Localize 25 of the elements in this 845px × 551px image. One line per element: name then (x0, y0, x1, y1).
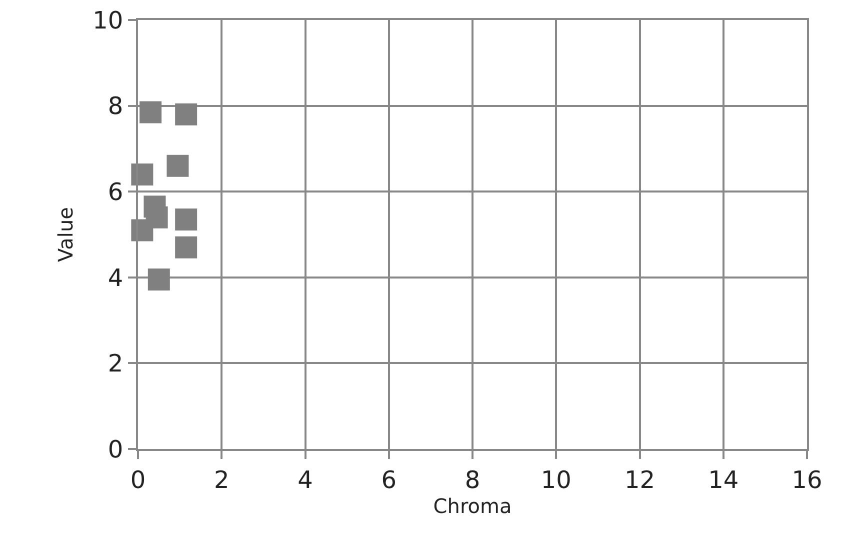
x-tick-label: 16 (792, 466, 822, 494)
x-tick-label: 2 (214, 466, 230, 494)
point (131, 219, 154, 242)
x-tick-label: 8 (464, 466, 480, 494)
x-tick-label: 0 (130, 466, 146, 494)
point (175, 208, 198, 230)
point (131, 163, 154, 186)
point (175, 236, 198, 258)
y-tick-label: 6 (108, 178, 124, 206)
x-tick-label: 14 (708, 466, 739, 494)
y-axis-title: Value (54, 207, 78, 262)
x-tick-label: 4 (298, 466, 313, 494)
x-tick-label: 12 (624, 466, 656, 494)
y-tick-label: 4 (108, 264, 124, 292)
point (148, 268, 170, 291)
point (166, 154, 189, 177)
x-axis-title: Chroma (433, 494, 512, 518)
x-tick-label: 10 (540, 466, 572, 494)
y-tick-label: 10 (92, 6, 124, 34)
y-tick-label: 2 (108, 350, 124, 378)
point (140, 101, 162, 124)
y-tick-label: 8 (108, 92, 124, 120)
y-tick-label: 0 (108, 435, 124, 464)
point (175, 103, 198, 126)
x-tick-label: 6 (381, 466, 397, 494)
